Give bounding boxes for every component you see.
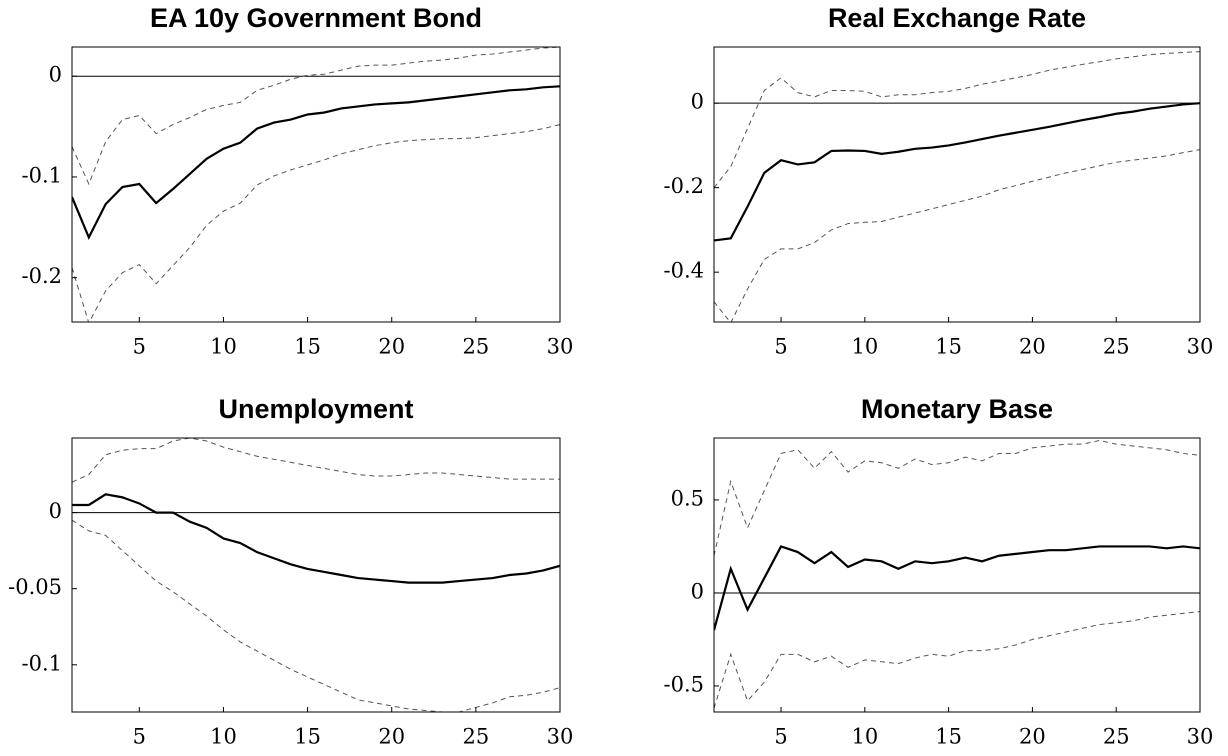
x-tick-label: 30	[547, 335, 574, 359]
x-tick-label: 5	[774, 335, 787, 359]
band-line	[72, 47, 560, 186]
y-tick-label: -0.2	[22, 264, 63, 288]
x-tick-label: 10	[851, 725, 878, 749]
chart-title: EA 10y Government Bond	[150, 3, 482, 33]
band-line	[72, 519, 560, 712]
x-tick-label: 30	[1187, 335, 1214, 359]
y-tick-label: -0.1	[22, 163, 63, 187]
x-tick-label: 25	[1103, 335, 1130, 359]
x-tick-label: 20	[1019, 725, 1046, 749]
x-tick-label: 20	[1019, 335, 1046, 359]
band-line	[714, 51, 1200, 188]
plot-frame	[71, 46, 561, 323]
y-tick-label: -0.5	[664, 672, 705, 696]
x-tick-label: 15	[294, 335, 321, 359]
x-tick-label: 5	[133, 335, 146, 359]
chart-title: Monetary Base	[861, 394, 1053, 424]
x-tick-label: 25	[1103, 725, 1130, 749]
x-tick-label: 15	[935, 725, 962, 749]
y-tick-label: -0.05	[8, 575, 62, 599]
median-line	[714, 545, 1200, 631]
x-tick-label: 5	[774, 725, 787, 749]
x-tick-label: 30	[547, 725, 574, 749]
band-line	[714, 149, 1200, 322]
band-line	[714, 439, 1200, 556]
x-tick-label: 20	[378, 725, 405, 749]
plot-frame	[713, 46, 1201, 323]
x-tick-label: 25	[462, 335, 489, 359]
x-tick-label: 20	[378, 335, 405, 359]
y-tick-label: -0.1	[22, 651, 63, 675]
median-line	[714, 102, 1200, 242]
y-tick-label: 0	[691, 90, 704, 114]
band-line	[714, 611, 1200, 709]
y-tick-label: 0	[691, 579, 704, 603]
chart-title: Unemployment	[218, 394, 413, 424]
median-line	[72, 493, 560, 584]
x-tick-label: 15	[294, 725, 321, 749]
x-tick-label: 25	[462, 725, 489, 749]
chart-title: Real Exchange Rate	[828, 3, 1086, 33]
x-tick-label: 30	[1187, 725, 1214, 749]
x-tick-label: 10	[210, 725, 237, 749]
plot-frame	[71, 437, 561, 713]
x-tick-label: 10	[851, 335, 878, 359]
y-tick-label: 0	[49, 63, 62, 87]
y-tick-label: 0.5	[671, 486, 704, 510]
x-tick-label: 15	[935, 335, 962, 359]
y-tick-label: -0.4	[664, 259, 705, 283]
y-tick-label: -0.2	[664, 174, 705, 198]
band-line	[72, 124, 560, 322]
plot-frame	[713, 437, 1201, 713]
band-line	[72, 438, 560, 483]
x-tick-label: 10	[210, 335, 237, 359]
median-line	[72, 85, 560, 241]
y-tick-label: 0	[49, 499, 62, 523]
x-tick-label: 5	[133, 725, 146, 749]
